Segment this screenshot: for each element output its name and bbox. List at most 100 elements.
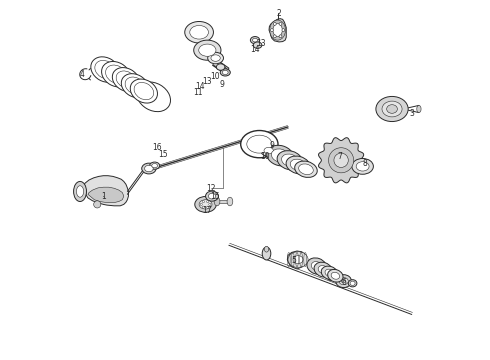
- Ellipse shape: [328, 269, 343, 282]
- Ellipse shape: [95, 60, 116, 79]
- Ellipse shape: [282, 154, 298, 167]
- Circle shape: [207, 206, 209, 208]
- Ellipse shape: [208, 193, 216, 199]
- Ellipse shape: [342, 279, 346, 283]
- Text: 14: 14: [196, 82, 205, 91]
- Ellipse shape: [253, 42, 262, 48]
- Ellipse shape: [125, 77, 145, 94]
- Ellipse shape: [105, 65, 126, 84]
- Ellipse shape: [387, 105, 397, 113]
- Ellipse shape: [74, 181, 87, 202]
- Ellipse shape: [298, 164, 313, 175]
- Text: 8: 8: [363, 159, 368, 168]
- Circle shape: [209, 203, 211, 206]
- Text: 3: 3: [409, 109, 414, 118]
- Polygon shape: [88, 187, 124, 203]
- Ellipse shape: [273, 24, 282, 37]
- Ellipse shape: [307, 258, 326, 274]
- Ellipse shape: [270, 20, 286, 40]
- Ellipse shape: [208, 52, 223, 64]
- Circle shape: [202, 206, 204, 208]
- Ellipse shape: [199, 200, 212, 209]
- Ellipse shape: [339, 278, 348, 285]
- Ellipse shape: [149, 162, 160, 169]
- Ellipse shape: [271, 149, 289, 162]
- Ellipse shape: [145, 165, 153, 172]
- Ellipse shape: [261, 145, 276, 156]
- Ellipse shape: [195, 197, 216, 212]
- Text: 1: 1: [101, 192, 106, 201]
- Ellipse shape: [311, 262, 322, 271]
- Text: 13: 13: [256, 39, 266, 48]
- Ellipse shape: [130, 79, 157, 103]
- Text: 16: 16: [152, 143, 162, 152]
- Ellipse shape: [325, 269, 334, 276]
- Ellipse shape: [152, 163, 157, 168]
- Text: 9: 9: [219, 81, 224, 90]
- Ellipse shape: [101, 62, 130, 87]
- Ellipse shape: [241, 131, 278, 158]
- Ellipse shape: [277, 151, 302, 170]
- Text: 14: 14: [250, 45, 260, 54]
- Ellipse shape: [222, 70, 228, 75]
- Ellipse shape: [290, 159, 306, 171]
- Ellipse shape: [331, 272, 340, 279]
- Ellipse shape: [112, 68, 140, 91]
- Ellipse shape: [264, 147, 273, 154]
- Ellipse shape: [199, 44, 216, 56]
- Ellipse shape: [318, 266, 328, 274]
- Text: 9: 9: [270, 141, 274, 150]
- Text: 17: 17: [202, 206, 212, 215]
- Ellipse shape: [262, 247, 271, 260]
- Text: 15: 15: [158, 150, 167, 159]
- Circle shape: [207, 201, 209, 203]
- Ellipse shape: [122, 74, 148, 98]
- Ellipse shape: [327, 270, 334, 280]
- Ellipse shape: [336, 275, 351, 288]
- Ellipse shape: [134, 82, 154, 100]
- Text: 2: 2: [277, 9, 281, 18]
- Ellipse shape: [352, 158, 373, 174]
- Ellipse shape: [294, 161, 317, 177]
- Ellipse shape: [286, 156, 310, 174]
- Circle shape: [270, 29, 273, 32]
- Ellipse shape: [356, 162, 369, 171]
- Ellipse shape: [205, 191, 219, 201]
- Circle shape: [279, 35, 282, 38]
- Polygon shape: [318, 138, 364, 183]
- Ellipse shape: [350, 281, 355, 285]
- Text: 6: 6: [341, 278, 346, 287]
- Text: 11: 11: [193, 87, 202, 96]
- Ellipse shape: [382, 101, 402, 117]
- Polygon shape: [220, 62, 229, 70]
- Ellipse shape: [185, 22, 214, 43]
- Ellipse shape: [417, 105, 421, 113]
- Ellipse shape: [91, 57, 120, 82]
- Polygon shape: [78, 176, 128, 206]
- Ellipse shape: [376, 96, 408, 122]
- Circle shape: [273, 22, 276, 25]
- Ellipse shape: [227, 197, 233, 206]
- Text: 13: 13: [202, 77, 212, 86]
- Circle shape: [279, 22, 282, 25]
- Polygon shape: [217, 200, 230, 203]
- Ellipse shape: [329, 269, 332, 274]
- Ellipse shape: [293, 256, 303, 264]
- Text: 4: 4: [79, 70, 84, 79]
- Ellipse shape: [220, 69, 230, 76]
- Circle shape: [94, 201, 101, 208]
- Circle shape: [273, 35, 276, 38]
- Ellipse shape: [288, 252, 308, 267]
- Text: 5: 5: [291, 256, 296, 265]
- Ellipse shape: [267, 145, 294, 166]
- Ellipse shape: [250, 37, 260, 44]
- Text: 15: 15: [210, 192, 220, 201]
- Ellipse shape: [329, 148, 354, 173]
- Ellipse shape: [252, 39, 258, 42]
- Ellipse shape: [194, 40, 221, 60]
- Circle shape: [202, 201, 204, 203]
- Ellipse shape: [137, 82, 171, 112]
- Ellipse shape: [214, 197, 220, 206]
- Ellipse shape: [76, 186, 84, 197]
- Ellipse shape: [190, 26, 208, 39]
